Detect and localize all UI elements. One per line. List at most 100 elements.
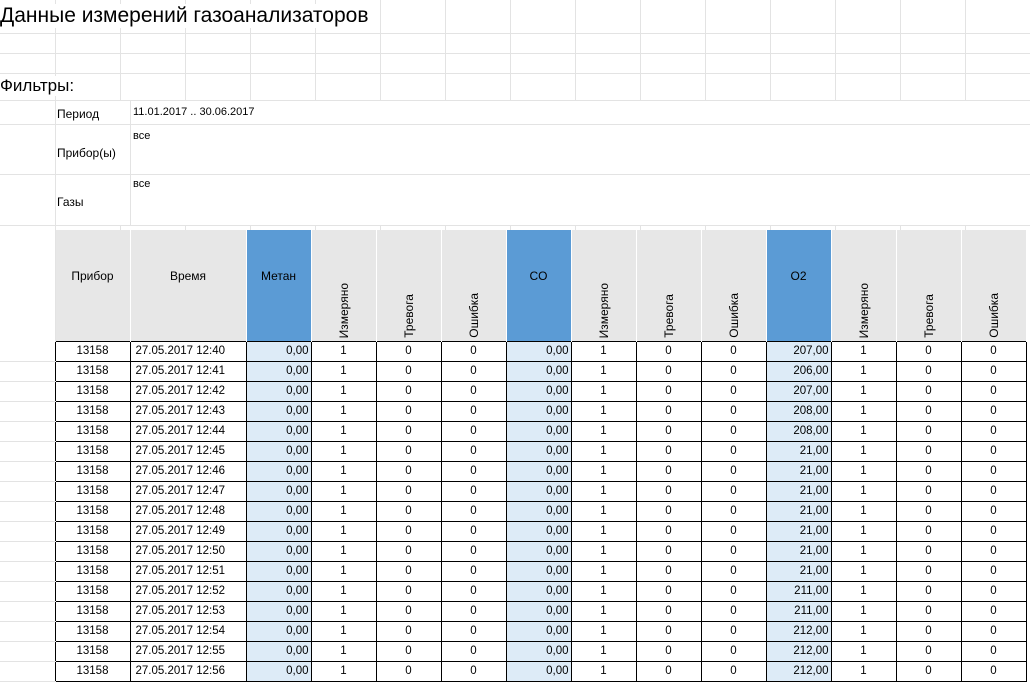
error-cell[interactable]: 0 (700, 501, 767, 522)
o2-value-cell[interactable]: 21,00 (765, 501, 832, 522)
measured-cell[interactable]: 1 (830, 341, 897, 362)
measured-cell[interactable]: 1 (570, 421, 637, 442)
o2-value-cell[interactable]: 208,00 (765, 401, 832, 422)
device-cell[interactable]: 13158 (54, 621, 131, 642)
measured-cell[interactable]: 1 (310, 561, 377, 582)
error-cell[interactable]: 0 (700, 561, 767, 582)
row-gutter-cell[interactable] (0, 521, 56, 542)
error-cell[interactable]: 0 (960, 621, 1027, 642)
measured-cell[interactable]: 1 (310, 601, 377, 622)
sheet-title[interactable]: Данные измерений газоанализаторов (0, 4, 373, 28)
measured-cell[interactable]: 1 (310, 641, 377, 662)
column-header-alarm[interactable]: Тревога (896, 230, 962, 342)
methane-value-cell[interactable]: 0,00 (245, 401, 312, 422)
measured-cell[interactable]: 1 (570, 521, 637, 542)
alarm-cell[interactable]: 0 (635, 401, 702, 422)
co-value-cell[interactable]: 0,00 (505, 361, 572, 382)
error-cell[interactable]: 0 (960, 481, 1027, 502)
error-cell[interactable]: 0 (440, 541, 507, 562)
alarm-cell[interactable]: 0 (895, 621, 962, 642)
column-header-error[interactable]: Ошибка (441, 230, 507, 342)
measured-cell[interactable]: 1 (830, 561, 897, 582)
alarm-cell[interactable]: 0 (635, 481, 702, 502)
alarm-cell[interactable]: 0 (895, 421, 962, 442)
alarm-cell[interactable]: 0 (375, 361, 442, 382)
co-value-cell[interactable]: 0,00 (505, 621, 572, 642)
alarm-cell[interactable]: 0 (375, 481, 442, 502)
alarm-cell[interactable]: 0 (375, 401, 442, 422)
methane-value-cell[interactable]: 0,00 (245, 601, 312, 622)
device-cell[interactable]: 13158 (54, 501, 131, 522)
alarm-cell[interactable]: 0 (375, 461, 442, 482)
methane-value-cell[interactable]: 0,00 (245, 541, 312, 562)
row-gutter-cell[interactable] (0, 441, 56, 462)
measured-cell[interactable]: 1 (570, 381, 637, 402)
alarm-cell[interactable]: 0 (635, 641, 702, 662)
alarm-cell[interactable]: 0 (895, 341, 962, 362)
alarm-cell[interactable]: 0 (895, 361, 962, 382)
measured-cell[interactable]: 1 (570, 401, 637, 422)
error-cell[interactable]: 0 (440, 561, 507, 582)
o2-value-cell[interactable]: 211,00 (765, 601, 832, 622)
alarm-cell[interactable]: 0 (635, 421, 702, 442)
o2-value-cell[interactable]: 206,00 (765, 361, 832, 382)
error-cell[interactable]: 0 (440, 501, 507, 522)
time-cell[interactable]: 27.05.2017 12:53 (129, 601, 247, 622)
row-gutter-cell[interactable] (0, 481, 56, 502)
error-cell[interactable]: 0 (700, 641, 767, 662)
o2-value-cell[interactable]: 21,00 (765, 541, 832, 562)
column-header-measured[interactable]: Измерянo (311, 230, 377, 342)
error-cell[interactable]: 0 (440, 481, 507, 502)
measured-cell[interactable]: 1 (830, 521, 897, 542)
error-cell[interactable]: 0 (440, 521, 507, 542)
alarm-cell[interactable]: 0 (895, 461, 962, 482)
alarm-cell[interactable]: 0 (375, 341, 442, 362)
o2-value-cell[interactable]: 21,00 (765, 441, 832, 462)
alarm-cell[interactable]: 0 (375, 561, 442, 582)
device-cell[interactable]: 13158 (54, 601, 131, 622)
co-value-cell[interactable]: 0,00 (505, 461, 572, 482)
co-value-cell[interactable]: 0,00 (505, 401, 572, 422)
methane-value-cell[interactable]: 0,00 (245, 461, 312, 482)
measured-cell[interactable]: 1 (830, 381, 897, 402)
column-header-measured[interactable]: Измерянo (831, 230, 897, 342)
error-cell[interactable]: 0 (700, 621, 767, 642)
measured-cell[interactable]: 1 (570, 341, 637, 362)
measured-cell[interactable]: 1 (310, 341, 377, 362)
device-cell[interactable]: 13158 (54, 341, 131, 362)
row-gutter-cell[interactable] (0, 621, 56, 642)
device-cell[interactable]: 13158 (54, 541, 131, 562)
error-cell[interactable]: 0 (700, 481, 767, 502)
time-cell[interactable]: 27.05.2017 12:54 (129, 621, 247, 642)
row-gutter-cell[interactable] (0, 421, 56, 442)
measured-cell[interactable]: 1 (570, 641, 637, 662)
error-cell[interactable]: 0 (960, 341, 1027, 362)
co-value-cell[interactable]: 0,00 (505, 501, 572, 522)
error-cell[interactable]: 0 (700, 461, 767, 482)
time-cell[interactable]: 27.05.2017 12:51 (129, 561, 247, 582)
alarm-cell[interactable]: 0 (635, 621, 702, 642)
measured-cell[interactable]: 1 (830, 401, 897, 422)
methane-value-cell[interactable]: 0,00 (245, 581, 312, 602)
column-header-time[interactable]: Время (130, 230, 247, 342)
error-cell[interactable]: 0 (700, 361, 767, 382)
alarm-cell[interactable]: 0 (375, 381, 442, 402)
error-cell[interactable]: 0 (960, 601, 1027, 622)
alarm-cell[interactable]: 0 (895, 381, 962, 402)
alarm-cell[interactable]: 0 (375, 581, 442, 602)
time-cell[interactable]: 27.05.2017 12:47 (129, 481, 247, 502)
column-header-alarm[interactable]: Тревога (376, 230, 442, 342)
error-cell[interactable]: 0 (700, 581, 767, 602)
methane-value-cell[interactable]: 0,00 (245, 361, 312, 382)
error-cell[interactable]: 0 (960, 541, 1027, 562)
measured-cell[interactable]: 1 (830, 361, 897, 382)
co-value-cell[interactable]: 0,00 (505, 441, 572, 462)
alarm-cell[interactable]: 0 (635, 601, 702, 622)
methane-value-cell[interactable]: 0,00 (245, 501, 312, 522)
error-cell[interactable]: 0 (700, 421, 767, 442)
o2-value-cell[interactable]: 208,00 (765, 421, 832, 442)
error-cell[interactable]: 0 (960, 381, 1027, 402)
measured-cell[interactable]: 1 (310, 541, 377, 562)
o2-value-cell[interactable]: 212,00 (765, 621, 832, 642)
measured-cell[interactable]: 1 (570, 661, 637, 682)
